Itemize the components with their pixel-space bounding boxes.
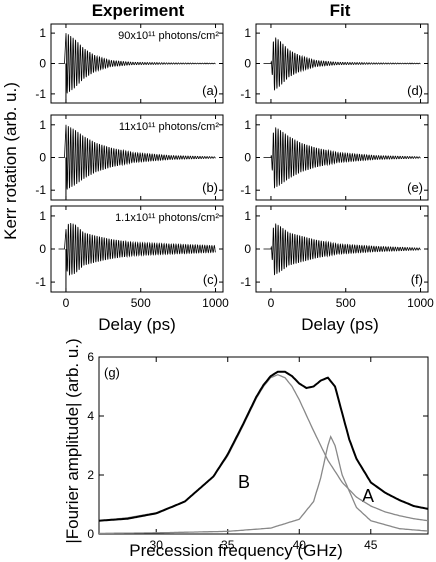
- y-tick-label: 0: [244, 151, 251, 165]
- y-tick-label: 0: [244, 242, 251, 256]
- fluence-annotation: 90x10¹¹ photons/cm²: [118, 30, 219, 42]
- fourier-panel: |Fourier amplitude| (arb. u.) Precession…: [63, 338, 429, 560]
- kerr-trace: [263, 223, 421, 276]
- x-tick-label: 1000: [202, 296, 229, 310]
- panel-c: -1 0 1 0 500 1000 (c) 1.1x10¹¹ photons/cm²: [35, 205, 229, 310]
- kerr-ylabel: Kerr rotation (arb. u.): [1, 82, 20, 240]
- experiment-column-title: Experiment: [92, 1, 185, 20]
- panel-label-g: (g): [104, 365, 120, 380]
- curve-label-a: A: [362, 486, 374, 506]
- curve-label-b: B: [238, 472, 250, 492]
- kerr-trace: [58, 33, 216, 94]
- x-tick-label: 35: [221, 538, 235, 552]
- x-tick-label: 0: [268, 296, 275, 310]
- x-tick-label: 40: [293, 538, 307, 552]
- panel-label: (f): [411, 272, 423, 287]
- spectrum-curve-b: [98, 373, 429, 522]
- panel-label: (d): [407, 83, 423, 98]
- panel-f: -1 0 1 0 500 1000 (f): [240, 205, 434, 310]
- y-tick-label: 0: [244, 57, 251, 71]
- delay-xlabel-right: Delay (ps): [301, 315, 378, 334]
- y-tick-label: 0: [39, 151, 46, 165]
- panel-a: -1 0 1 (a) 90x10¹¹ photons/cm²: [35, 23, 224, 104]
- plot-frame: [98, 356, 429, 535]
- panel-label: (c): [203, 272, 218, 287]
- x-tick-label: 1000: [407, 296, 434, 310]
- y-tick-label: -1: [240, 87, 251, 101]
- x-tick-label: 500: [131, 296, 151, 310]
- panel-d: -1 0 1 (d): [240, 23, 429, 104]
- fluence-annotation: 1.1x10¹¹ photons/cm²: [115, 212, 219, 224]
- y-tick-label: 1: [39, 26, 46, 40]
- y-tick-label: 1: [244, 118, 251, 132]
- y-tick-label: 6: [87, 350, 94, 364]
- delay-xlabel-left: Delay (ps): [98, 315, 175, 334]
- fourier-ylabel: |Fourier amplitude| (arb. u.): [63, 338, 82, 543]
- y-tick-label: -1: [35, 87, 46, 101]
- panel-b: -1 0 1 (b) 11x10¹¹ photons/cm²: [35, 114, 224, 201]
- x-tick-label: 30: [150, 538, 164, 552]
- y-tick-label: 0: [39, 242, 46, 256]
- x-tick-label: 0: [63, 296, 70, 310]
- x-tick-label: 45: [364, 538, 378, 552]
- fourier-xlabel: Precession frequency (GHz): [129, 541, 343, 560]
- y-tick-label: 0: [39, 57, 46, 71]
- kerr-trace: [263, 127, 421, 189]
- panel-label: (b): [202, 180, 218, 195]
- x-tick-label: 500: [336, 296, 356, 310]
- y-tick-label: 1: [244, 26, 251, 40]
- kerr-trace: [58, 222, 216, 276]
- y-tick-label: 2: [87, 468, 94, 482]
- y-tick-label: 0: [87, 527, 94, 541]
- kerr-trace: [58, 124, 216, 190]
- spectrum-curve-sum: [98, 370, 429, 522]
- y-tick-label: 4: [87, 409, 94, 423]
- y-tick-label: 1: [244, 209, 251, 223]
- panel-label: (a): [202, 83, 218, 98]
- fluence-annotation: 11x10¹¹ photons/cm²: [119, 121, 219, 133]
- panel-label: (e): [407, 180, 423, 195]
- y-tick-label: -1: [35, 183, 46, 197]
- y-tick-label: 1: [39, 209, 46, 223]
- y-tick-label: -1: [240, 275, 251, 289]
- panels: -1 0 1 (a) 90x10¹¹ photons/cm² -1 0 1 (b) 11x10¹¹…: [35, 23, 434, 310]
- spectrum-curve-a: [99, 435, 429, 535]
- panel-e: -1 0 1 (e): [240, 114, 429, 201]
- y-tick-label: -1: [240, 183, 251, 197]
- fit-column-title: Fit: [330, 1, 351, 20]
- y-tick-label: 1: [39, 118, 46, 132]
- kerr-trace: [263, 37, 421, 91]
- y-tick-label: -1: [35, 275, 46, 289]
